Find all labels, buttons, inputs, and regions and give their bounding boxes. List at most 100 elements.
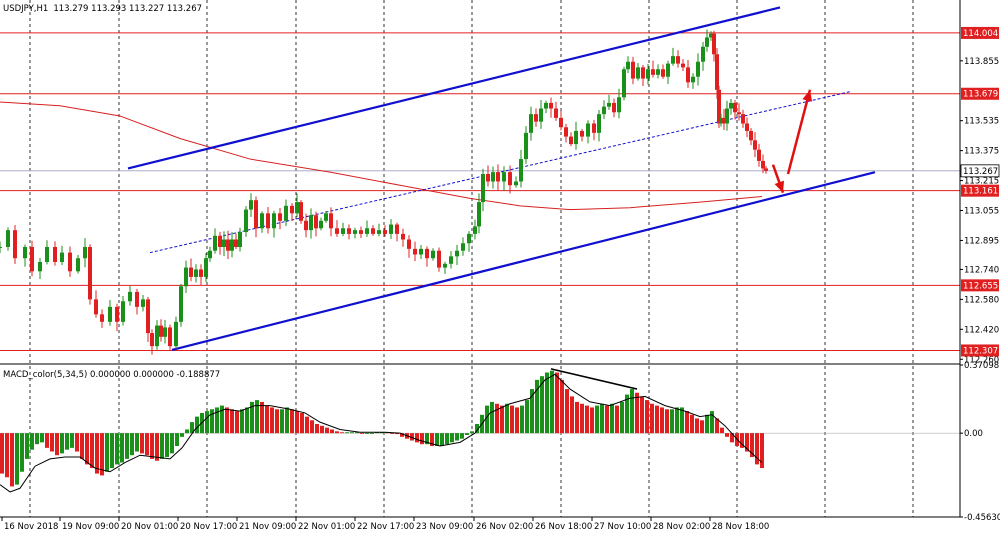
macd-bar bbox=[550, 370, 554, 434]
candle-body bbox=[741, 114, 745, 124]
symbol-label: USDJPY,H1 113.279 113.293 113.227 113.267 bbox=[3, 4, 202, 14]
macd-bar bbox=[400, 433, 404, 437]
time-tick-label: 28 Nov 18:00 bbox=[712, 522, 769, 532]
candle-body bbox=[238, 232, 242, 247]
macd-bar bbox=[485, 405, 489, 434]
candle-body bbox=[473, 226, 477, 234]
candle-body bbox=[549, 102, 553, 109]
macd-bar bbox=[495, 403, 499, 434]
candle-body bbox=[146, 299, 150, 334]
macd-bar bbox=[45, 433, 49, 448]
macd-bar bbox=[470, 431, 474, 434]
time-tick-label: 26 Nov 18:00 bbox=[535, 522, 592, 532]
candle-body bbox=[757, 149, 761, 161]
macd-bar bbox=[730, 433, 734, 443]
macd-bar bbox=[50, 433, 54, 452]
candle-body bbox=[53, 246, 57, 262]
level-tag bbox=[961, 279, 999, 292]
forecast-arrow bbox=[786, 89, 812, 175]
candle-body bbox=[45, 246, 49, 262]
candle-body bbox=[443, 263, 447, 268]
macd-bar bbox=[345, 432, 349, 434]
macd-bar bbox=[5, 433, 9, 478]
candle-body bbox=[401, 233, 405, 240]
macd-bar bbox=[130, 433, 134, 456]
candle-body bbox=[155, 325, 159, 347]
candle-body bbox=[717, 89, 721, 124]
macd-signal-line bbox=[0, 373, 763, 493]
candle-body bbox=[686, 67, 690, 83]
ohlc-text: 113.279 113.293 113.227 113.267 bbox=[53, 4, 202, 14]
macd-bar bbox=[450, 433, 454, 443]
macd-bar bbox=[365, 433, 369, 434]
candle-body bbox=[709, 33, 713, 38]
candle-body bbox=[163, 327, 167, 337]
candle-body bbox=[135, 291, 139, 307]
candle-body bbox=[467, 233, 471, 244]
time-tick-label: 27 Nov 10:00 bbox=[594, 522, 651, 532]
level-tag-label: 113.679 bbox=[963, 90, 998, 100]
candle-body bbox=[150, 333, 154, 347]
macd-bar bbox=[85, 433, 89, 465]
macd-bar bbox=[355, 432, 359, 434]
macd-bar bbox=[610, 403, 614, 434]
macd-tick-label: 0.37098 bbox=[964, 361, 999, 371]
candle-body bbox=[749, 130, 753, 141]
level-tag-label: 112.655 bbox=[963, 281, 998, 291]
macd-bar bbox=[540, 376, 544, 434]
candle-body bbox=[218, 235, 222, 247]
candle-body bbox=[295, 202, 299, 214]
candle-body bbox=[455, 250, 459, 257]
candle-body bbox=[671, 56, 675, 64]
macd-bar bbox=[240, 409, 244, 434]
macd-bar bbox=[340, 432, 344, 434]
candle-body bbox=[94, 299, 98, 315]
level-tag-label: 112.307 bbox=[963, 346, 998, 356]
candle-body bbox=[309, 215, 313, 231]
macd-bar bbox=[190, 422, 194, 434]
price-pane bbox=[0, 6, 960, 355]
candle-body bbox=[612, 102, 616, 113]
candle-body bbox=[481, 174, 485, 203]
macd-bar bbox=[585, 405, 589, 434]
macd-bar bbox=[150, 433, 154, 459]
candle-body bbox=[13, 230, 17, 259]
time-tick-label: 22 Nov 01:00 bbox=[298, 522, 355, 532]
macd-bar bbox=[565, 389, 569, 434]
current-price-tag bbox=[960, 164, 1000, 178]
macd-bar bbox=[20, 433, 24, 472]
macd-bar bbox=[725, 433, 729, 437]
macd-bar bbox=[755, 433, 759, 465]
candle-body bbox=[284, 205, 288, 221]
candle-body bbox=[666, 63, 670, 77]
candle-body bbox=[230, 239, 234, 251]
candle-body bbox=[208, 250, 212, 259]
candle-body bbox=[554, 108, 558, 118]
macd-bar bbox=[490, 401, 494, 434]
candle-body bbox=[753, 140, 757, 150]
candle-body bbox=[656, 69, 660, 75]
macd-bar bbox=[660, 407, 664, 434]
macd-bar bbox=[310, 420, 314, 434]
macd-bar bbox=[80, 433, 84, 459]
price-tick-label: 112.580 bbox=[964, 295, 999, 305]
time-tick-label: 26 Nov 02:00 bbox=[476, 522, 533, 532]
macd-bar bbox=[580, 403, 584, 434]
macd-bar bbox=[680, 407, 684, 434]
macd-bar bbox=[235, 411, 239, 434]
price-tick-label: 113.215 bbox=[964, 177, 999, 187]
macd-bar bbox=[90, 433, 94, 469]
candle-body bbox=[204, 258, 208, 277]
macd-bar bbox=[500, 405, 504, 434]
candle-body bbox=[60, 252, 64, 262]
candle-body bbox=[502, 172, 506, 182]
candle-body bbox=[564, 127, 568, 137]
macd-bar bbox=[175, 433, 179, 447]
macd-bar bbox=[165, 433, 169, 458]
candle-body bbox=[395, 224, 399, 234]
macd-bar bbox=[210, 409, 214, 434]
candle-body bbox=[701, 46, 705, 62]
candle-body bbox=[299, 202, 303, 221]
candle-body bbox=[580, 130, 584, 137]
candle-body bbox=[266, 213, 270, 229]
